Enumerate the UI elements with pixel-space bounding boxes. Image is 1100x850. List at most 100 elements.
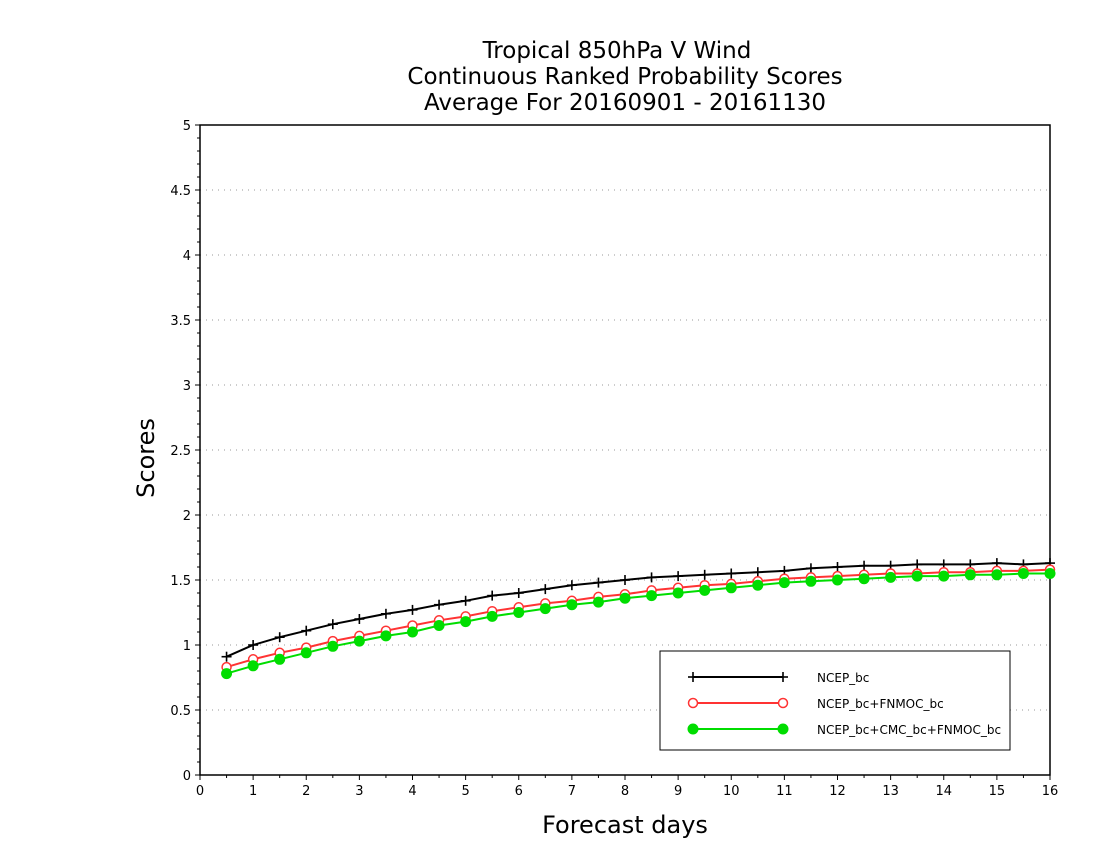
series-2-point-24 xyxy=(858,573,870,585)
y-tick-label-9: 4.5 xyxy=(170,184,191,199)
series-2-point-7 xyxy=(407,626,418,638)
series-2-point-16 xyxy=(646,590,658,602)
series-0-point-4 xyxy=(327,619,338,630)
series-0-point-9 xyxy=(460,595,471,606)
legend-marker-start-0 xyxy=(688,672,698,682)
x-tick-label-16: 16 xyxy=(1042,784,1059,799)
series-2-point-25 xyxy=(885,571,897,583)
y-tick-label-0: 0 xyxy=(183,769,191,784)
series-0-point-14 xyxy=(593,577,604,588)
legend-label-1: NCEP_bc+FNMOC_bc xyxy=(817,697,944,711)
legend-label-2: NCEP_bc+CMC_bc+FNMOC_bc xyxy=(817,723,1001,737)
series-2-point-31 xyxy=(1044,568,1056,579)
x-tick-label-2: 2 xyxy=(302,784,310,799)
legend: NCEP_bc NCEP_bc+FNMOC_bc NCEP_bc+CMC_bc+FN… xyxy=(659,650,1011,751)
x-tick-label-8: 8 xyxy=(621,784,629,799)
legend-marker-end-0 xyxy=(778,672,788,682)
series-2-point-8 xyxy=(433,620,445,631)
series-0-point-24 xyxy=(859,560,870,571)
legend-label-0: NCEP_bc xyxy=(817,671,869,685)
series-2-point-20 xyxy=(752,579,764,591)
x-tick-label-3: 3 xyxy=(355,784,363,799)
series-2-point-14 xyxy=(592,596,604,608)
series-2-point-6 xyxy=(380,630,392,642)
series-2-point-12 xyxy=(539,603,551,615)
chart-title: Tropical 850hPa V Wind Continuous Ranked… xyxy=(407,38,842,116)
y-tick-label-7: 3.5 xyxy=(170,314,191,329)
series-0-point-20 xyxy=(752,567,763,578)
y-tick-label-6: 3 xyxy=(183,379,191,394)
y-tick-label-1: 0.5 xyxy=(170,704,191,719)
series-2-point-1 xyxy=(247,660,259,672)
x-tick-label-12: 12 xyxy=(829,784,846,799)
series-0-point-7 xyxy=(407,604,418,615)
series-0-point-3 xyxy=(301,625,312,636)
series-2-point-18 xyxy=(699,584,711,596)
series-0-point-2 xyxy=(274,632,285,643)
series-2-point-13 xyxy=(566,599,578,611)
chart-title-line-1: Tropical 850hPa V Wind xyxy=(482,38,752,64)
legend-box xyxy=(659,650,1011,751)
x-tick-label-4: 4 xyxy=(408,784,416,799)
series-2-point-26 xyxy=(911,570,923,582)
x-tick-label-0: 0 xyxy=(196,784,204,799)
y-axis: 0 0.5 1 1.5 2 2.5 3 3.5 4 4.5 5 xyxy=(170,119,200,784)
x-tick-label-5: 5 xyxy=(461,784,469,799)
series-2-point-23 xyxy=(832,574,843,586)
series-2-point-3 xyxy=(300,647,312,659)
x-tick-label-1: 1 xyxy=(249,784,257,799)
x-axis-title: Forecast days xyxy=(542,811,708,839)
x-tick-label-15: 15 xyxy=(989,784,1006,799)
series-0-point-10 xyxy=(487,590,498,601)
x-tick-label-11: 11 xyxy=(776,784,793,799)
x-tick-label-7: 7 xyxy=(568,784,576,799)
legend-marker-start-1 xyxy=(687,697,699,709)
series-2-point-28 xyxy=(964,569,976,581)
series-0-point-19 xyxy=(726,568,737,579)
grid-lines xyxy=(200,189,1050,711)
series-2-point-9 xyxy=(460,616,472,628)
series-0-point-11 xyxy=(513,588,524,598)
series-2-point-29 xyxy=(991,569,1003,581)
series-0-point-8 xyxy=(434,599,445,610)
chart-title-line-3: Average For 20160901 - 20161130 xyxy=(424,90,826,116)
x-tick-label-9: 9 xyxy=(674,784,682,799)
series-0-point-5 xyxy=(354,614,365,624)
series-2-point-30 xyxy=(1017,568,1029,579)
series-0-point-23 xyxy=(832,562,843,572)
legend-marker-end-1 xyxy=(777,697,789,709)
series-2-point-17 xyxy=(672,587,684,599)
x-tick-label-13: 13 xyxy=(882,784,899,799)
series-2-point-21 xyxy=(778,577,790,589)
series-0-point-6 xyxy=(380,608,391,619)
series-2-point-27 xyxy=(938,570,950,582)
series-0-point-1 xyxy=(248,640,259,650)
series-2-point-10 xyxy=(486,610,498,622)
y-tick-label-4: 2 xyxy=(183,509,191,524)
legend-marker-start-2 xyxy=(687,723,699,735)
series-0-point-26 xyxy=(912,559,923,570)
series-2-point-5 xyxy=(353,635,365,647)
series-0-point-13 xyxy=(566,580,577,591)
series-2-point-2 xyxy=(274,653,286,665)
series-2 xyxy=(221,568,1056,680)
x-tick-label-6: 6 xyxy=(515,784,523,799)
y-tick-label-2: 1 xyxy=(183,639,191,654)
series-0-point-0 xyxy=(221,651,232,662)
series-2-point-19 xyxy=(725,582,737,594)
y-tick-label-8: 4 xyxy=(183,249,191,264)
x-tick-label-10: 10 xyxy=(723,784,740,799)
series-0-point-12 xyxy=(540,584,551,595)
legend-marker-end-2 xyxy=(777,723,789,735)
series-2-point-11 xyxy=(513,607,525,618)
x-tick-label-14: 14 xyxy=(935,784,952,799)
series-0-point-17 xyxy=(673,571,684,582)
series-0-point-18 xyxy=(699,569,710,580)
y-tick-label-5: 2.5 xyxy=(170,444,191,459)
data-series xyxy=(221,558,1056,680)
x-axis: 0 1 2 3 4 5 6 7 8 9 10 11 12 13 14 15 16 xyxy=(196,775,1058,799)
y-tick-label-10: 5 xyxy=(183,119,191,134)
y-axis-title: Scores xyxy=(132,418,160,498)
series-0 xyxy=(221,558,1055,662)
